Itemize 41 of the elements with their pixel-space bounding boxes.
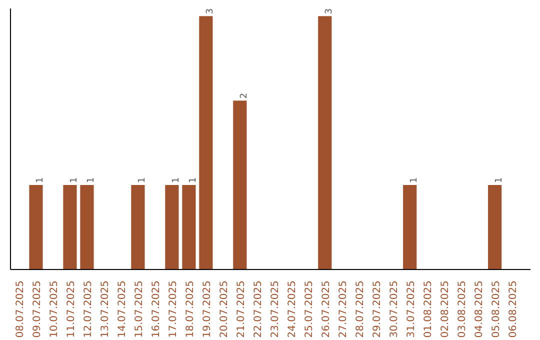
data-label: 3 [205, 8, 216, 14]
data-label: 2 [239, 92, 250, 99]
x-tick-label: 19.07.2025 [202, 280, 213, 338]
x-tick-label: 31.07.2025 [406, 280, 417, 338]
x-tick-label: 20.07.2025 [218, 280, 230, 338]
x-tick-label: 08.07.2025 [14, 280, 26, 338]
x-tick-label: 06.08.2025 [508, 280, 519, 338]
x-tick-label: 10.07.2025 [48, 280, 60, 338]
x-tick-label: 11.07.2025 [66, 280, 77, 338]
x-tick-label: 27.07.2025 [338, 280, 349, 338]
x-tick-label: 18.07.2025 [184, 280, 196, 338]
x-tick-label: 05.08.2025 [490, 280, 502, 338]
x-tick-label: 02.08.2025 [440, 280, 451, 338]
data-label: 3 [324, 8, 334, 14]
data-label: 1 [86, 177, 96, 184]
data-label: 1 [409, 177, 420, 184]
data-label: 1 [171, 177, 182, 184]
x-tick-label: 23.07.2025 [270, 280, 281, 338]
x-tick-label: 28.07.2025 [354, 280, 366, 338]
x-tick-label: 09.07.2025 [32, 280, 43, 338]
x-tick-label: 12.07.2025 [82, 280, 94, 338]
x-tick-label: 14.07.2025 [116, 280, 128, 338]
x-tick-label: 24.07.2025 [286, 280, 298, 338]
x-tick-label: 22.07.2025 [252, 280, 264, 338]
x-tick-label: 30.07.2025 [388, 280, 400, 338]
x-tick-label: 15.07.2025 [134, 280, 145, 338]
x-tick-label: 03.08.2025 [456, 280, 468, 338]
data-label: 1 [494, 177, 504, 184]
data-label: 1 [35, 177, 46, 184]
x-tick-label: 17.07.2025 [168, 280, 179, 338]
data-label: 1 [69, 177, 80, 184]
x-tick-label: 25.07.2025 [304, 280, 315, 338]
x-tick-label: 21.07.2025 [236, 280, 247, 338]
x-tick-label: 04.08.2025 [474, 280, 485, 338]
x-tick-label: 26.07.2025 [320, 280, 332, 338]
x-tick-label: 16.07.2025 [150, 280, 162, 338]
x-tick-label: 01.08.2025 [422, 280, 434, 338]
data-label: 1 [188, 177, 198, 184]
data-label: 1 [137, 177, 148, 184]
x-tick-label: 29.07.2025 [372, 280, 383, 338]
x-tick-label: 13.07.2025 [100, 280, 111, 338]
